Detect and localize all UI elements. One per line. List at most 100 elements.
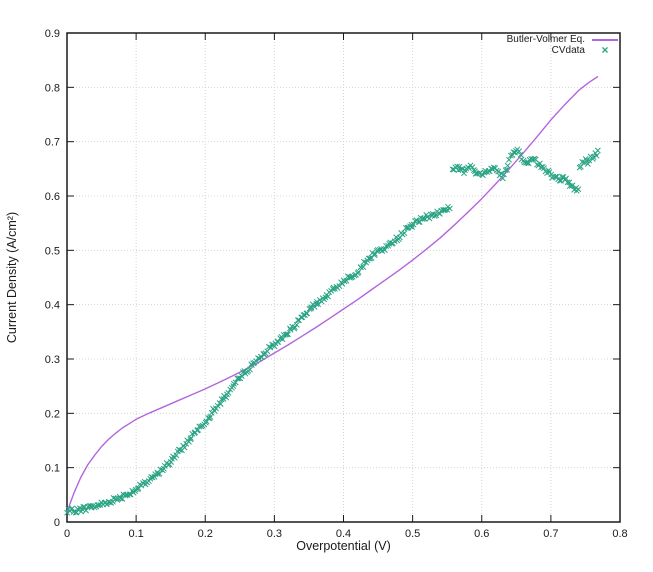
scatter-x-marker	[495, 168, 502, 175]
scatter-x-marker	[208, 409, 215, 416]
legend-entry-butler-volmer: Butler-Volmer Eq.	[507, 34, 618, 45]
scatter-x-marker	[264, 348, 271, 355]
y-tick-label: 0.6	[45, 191, 60, 203]
scatter-x-marker	[300, 312, 307, 319]
scatter-x-marker	[410, 221, 417, 228]
scatter-x-marker	[217, 401, 224, 407]
scatter-x-marker	[360, 264, 367, 270]
legend-line-sample-icon	[592, 38, 618, 41]
scatter-x-marker	[431, 212, 438, 219]
x-tick-label: 0	[64, 528, 70, 540]
scatter-x-marker	[590, 154, 597, 161]
x-tick-label: 0.5	[405, 528, 420, 540]
scatter-x-marker	[516, 148, 523, 155]
scatter-x-marker	[198, 423, 205, 430]
x-tick-label: 0.7	[543, 528, 558, 540]
x-tick-label: 0.8	[612, 528, 627, 540]
scatter-x-marker	[479, 172, 486, 179]
legend-label-butler-volmer: Butler-Volmer Eq.	[506, 34, 585, 45]
y-tick-label: 0.1	[45, 463, 60, 475]
scatter-x-marker	[279, 336, 286, 343]
scatter-x-marker	[213, 405, 219, 412]
scatter-x-marker	[517, 151, 524, 158]
scatter-x-marker	[415, 219, 422, 225]
scatter-x-marker	[117, 495, 124, 502]
scatter-x-marker	[267, 344, 274, 351]
scatter-x-marker	[173, 452, 180, 459]
scatter-x-marker	[594, 147, 601, 154]
scatter-x-marker	[293, 321, 300, 328]
scatter-x-marker	[154, 471, 161, 478]
scatter-x-marker	[253, 358, 260, 365]
scatter-x-marker	[560, 173, 567, 180]
legend: Butler-Volmer Eq. CVdata ×	[507, 34, 618, 56]
scatter-x-marker	[103, 501, 110, 508]
plot-render-root: 0 0.1 0.2 0.3 0.4 0.5 0.6 0.7 0.8 0 0.1 0.2 0.3 0.4 0.…	[45, 28, 628, 540]
scatter-x-marker	[232, 379, 239, 386]
scatter-x-marker	[575, 186, 582, 193]
scatter-x-marker	[207, 413, 214, 420]
scatter-x-marker	[181, 444, 188, 451]
y-tick-label: 0.8	[45, 82, 60, 94]
y-tick-label: 0.5	[45, 245, 60, 257]
series-line-butler-volmer	[66, 75, 599, 513]
scatter-x-marker	[315, 301, 322, 308]
y-tick-label: 0.2	[45, 408, 60, 420]
legend-label-cvdata: CVdata	[551, 45, 585, 56]
x-tick-label: 0.1	[128, 528, 143, 540]
x-tick-label: 0.3	[267, 528, 282, 540]
scatter-x-marker	[512, 149, 519, 156]
scatter-x-marker	[325, 293, 332, 300]
y-tick-label: 0.3	[45, 354, 60, 366]
scatter-x-marker	[161, 462, 168, 469]
scatter-x-marker	[586, 157, 593, 164]
scatter-x-marker	[73, 509, 80, 516]
x-tick-label: 0.2	[198, 528, 213, 540]
scatter-x-marker	[238, 373, 245, 379]
scatter-x-marker	[367, 255, 373, 262]
scatter-x-marker	[502, 167, 509, 174]
scatter-x-marker	[577, 163, 584, 170]
scatter-x-marker	[214, 402, 221, 409]
scatter-x-marker	[64, 509, 71, 516]
scatter-x-marker	[374, 247, 381, 253]
scatter-x-marker	[446, 205, 453, 212]
scatter-x-marker	[540, 165, 547, 172]
scatter-x-marker	[381, 247, 388, 253]
y-axis-label: Current Density (A/cm²)	[5, 212, 19, 343]
scatter-x-marker	[91, 504, 98, 511]
tick-labels: 0 0.1 0.2 0.3 0.4 0.5 0.6 0.7 0.8 0 0.1 0.2 0.3 0.4 0.…	[45, 28, 628, 540]
scatter-x-marker	[584, 160, 591, 167]
scatter-x-marker	[401, 230, 408, 237]
scatter-x-marker	[341, 278, 348, 285]
y-tick-label: 0.9	[45, 28, 60, 40]
scatter-x-marker	[285, 331, 291, 338]
scatter-x-marker	[225, 389, 232, 396]
scatter-x-marker	[235, 375, 242, 382]
scatter-x-marker	[469, 164, 476, 171]
y-tick-label: 0	[54, 517, 60, 529]
scatter-x-marker	[269, 341, 276, 348]
scatter-x-marker	[371, 250, 378, 257]
legend-entry-cvdata: CVdata ×	[551, 44, 618, 56]
scatter-x-marker	[176, 446, 183, 453]
y-tick-label: 0.7	[45, 137, 60, 149]
scatter-x-marker	[311, 303, 318, 310]
scatter-x-marker	[287, 326, 294, 333]
scatter-x-marker	[500, 171, 507, 178]
y-tick-label: 0.4	[45, 300, 60, 312]
scatter-x-marker	[188, 435, 194, 442]
scatter-x-marker	[83, 507, 89, 514]
scatter-x-marker	[504, 162, 511, 169]
series-scatter-cvdata	[64, 146, 601, 516]
x-axis-label: Overpotential (V)	[296, 539, 390, 553]
scatter-x-marker	[593, 152, 600, 159]
axis-ticks	[66, 32, 621, 523]
plot-border	[66, 32, 621, 523]
x-tick-label: 0.6	[474, 528, 489, 540]
scatter-x-marker	[247, 366, 253, 373]
scatter-x-marker	[329, 286, 336, 292]
scatter-x-marker	[357, 264, 364, 271]
